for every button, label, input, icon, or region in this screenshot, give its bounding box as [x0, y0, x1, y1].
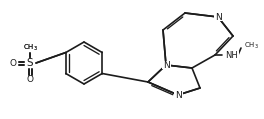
Bar: [26, 59, 35, 67]
Text: CH$_3$: CH$_3$: [22, 43, 37, 53]
Text: N: N: [175, 91, 181, 99]
Bar: [9, 59, 17, 67]
Text: O: O: [26, 75, 34, 84]
Text: CH$_3$: CH$_3$: [22, 43, 37, 53]
Bar: [26, 75, 34, 84]
Bar: [225, 51, 239, 59]
Bar: [214, 13, 222, 21]
Text: NH: NH: [226, 50, 238, 60]
Bar: [173, 91, 182, 99]
Text: N: N: [163, 60, 169, 69]
Text: O: O: [10, 59, 16, 67]
Text: N: N: [215, 12, 221, 22]
Bar: [162, 61, 171, 69]
Text: CH$_3$: CH$_3$: [243, 41, 258, 51]
Text: S: S: [27, 58, 33, 68]
